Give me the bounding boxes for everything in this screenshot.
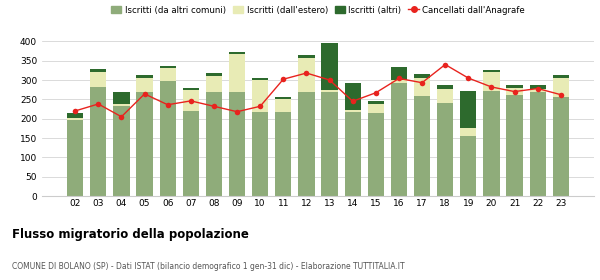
Bar	[460, 91, 476, 128]
Bar	[506, 95, 523, 196]
Text: Flusso migratorio della popolazione: Flusso migratorio della popolazione	[12, 228, 249, 241]
Bar	[460, 128, 476, 136]
Bar	[206, 76, 222, 92]
Bar	[322, 90, 338, 92]
Bar	[414, 74, 430, 78]
Bar	[344, 112, 361, 196]
Bar	[136, 78, 152, 92]
Bar	[252, 112, 268, 196]
Bar	[160, 66, 176, 68]
Bar	[206, 73, 222, 76]
Bar	[368, 101, 384, 104]
Bar	[252, 78, 268, 80]
Bar	[206, 92, 222, 196]
Bar	[275, 112, 292, 196]
Bar	[136, 92, 152, 196]
Bar	[113, 106, 130, 196]
Bar	[113, 104, 130, 106]
Bar	[90, 87, 106, 196]
Bar	[391, 83, 407, 196]
Bar	[484, 91, 500, 196]
Bar	[160, 68, 176, 81]
Bar	[530, 85, 546, 88]
Bar	[437, 85, 453, 88]
Bar	[437, 103, 453, 196]
Bar	[90, 72, 106, 87]
Bar	[183, 90, 199, 111]
Bar	[183, 111, 199, 196]
Bar	[414, 96, 430, 196]
Bar	[113, 92, 130, 104]
Bar	[90, 69, 106, 72]
Bar	[298, 55, 314, 58]
Bar	[553, 97, 569, 196]
Bar	[160, 81, 176, 196]
Bar	[183, 88, 199, 90]
Bar	[344, 83, 361, 110]
Bar	[391, 67, 407, 80]
Bar	[484, 72, 500, 91]
Bar	[67, 120, 83, 196]
Bar	[67, 113, 83, 118]
Bar	[275, 97, 292, 99]
Bar	[368, 104, 384, 113]
Bar	[252, 80, 268, 112]
Bar	[506, 85, 523, 88]
Bar	[460, 136, 476, 196]
Bar	[229, 52, 245, 54]
Bar	[414, 78, 430, 96]
Bar	[322, 92, 338, 196]
Text: COMUNE DI BOLANO (SP) - Dati ISTAT (bilancio demografico 1 gen-31 dic) - Elabora: COMUNE DI BOLANO (SP) - Dati ISTAT (bila…	[12, 262, 404, 271]
Legend: Iscritti (da altri comuni), Iscritti (dall'estero), Iscritti (altri), Cancellati: Iscritti (da altri comuni), Iscritti (da…	[107, 2, 529, 18]
Bar	[344, 110, 361, 112]
Bar	[530, 92, 546, 196]
Bar	[391, 80, 407, 83]
Bar	[229, 92, 245, 196]
Bar	[553, 78, 569, 97]
Bar	[506, 88, 523, 95]
Bar	[484, 70, 500, 72]
Bar	[275, 99, 292, 112]
Bar	[530, 88, 546, 92]
Bar	[229, 54, 245, 92]
Bar	[67, 118, 83, 120]
Bar	[298, 92, 314, 196]
Bar	[298, 58, 314, 92]
Bar	[322, 43, 338, 90]
Bar	[553, 75, 569, 78]
Bar	[368, 113, 384, 196]
Bar	[136, 75, 152, 78]
Bar	[437, 88, 453, 103]
